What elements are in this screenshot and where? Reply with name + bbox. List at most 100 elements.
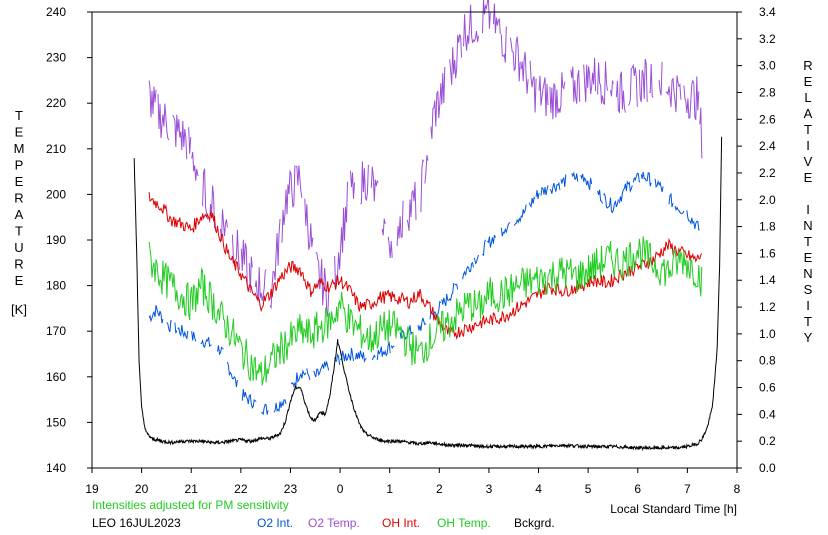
series-segment-o2-int- — [500, 222, 511, 237]
left-axis-title-letter: E — [15, 273, 24, 288]
series-segment-o2-temp- — [420, 158, 425, 213]
legend-entry: OH Int. — [382, 516, 420, 530]
x-tick-label: 22 — [234, 482, 248, 496]
left-tick-label: 150 — [46, 415, 66, 429]
series-segment-o2-int- — [482, 239, 486, 257]
series-segment-o2-temp- — [658, 61, 663, 96]
right-axis-title-letter: V — [804, 154, 813, 169]
series-segment-o2-int- — [528, 196, 536, 208]
series-segment-o2-int- — [486, 234, 496, 248]
series-segment-o2-int- — [371, 354, 376, 361]
x-tick-label: 8 — [734, 482, 741, 496]
x-tick-label: 2 — [436, 482, 443, 496]
right-axis-title-letter: N — [803, 218, 812, 233]
left-tick-label: 240 — [46, 5, 66, 19]
x-tick-label: 5 — [585, 482, 592, 496]
left-axis-title-letter: M — [14, 141, 25, 156]
left-axis-title-letter: A — [15, 207, 24, 222]
left-tick-label: 180 — [46, 279, 66, 293]
left-axis-title-letter: E — [15, 125, 24, 140]
series-segment-o2-temp- — [520, 51, 529, 94]
series-segment-o2-int- — [668, 192, 674, 208]
left-tick-label: 220 — [46, 96, 66, 110]
right-axis-title-letter: T — [804, 234, 812, 249]
series-segment-o2-temp- — [188, 127, 192, 154]
series-line-bckgrd- — [133, 136, 723, 452]
right-tick-label: 1.4 — [759, 273, 776, 287]
series-segment-o2-int- — [273, 399, 287, 413]
series-segment-o2-temp- — [172, 114, 188, 160]
legend-entry: O2 Int. — [257, 516, 293, 530]
series-segment-o2-int- — [226, 361, 238, 388]
right-tick-label: 3.0 — [759, 59, 776, 73]
series-segment-o2-temp- — [231, 229, 240, 270]
left-tick-label: 190 — [46, 233, 66, 247]
right-tick-label: 0.8 — [759, 354, 776, 368]
series-segment-o2-temp- — [381, 218, 386, 236]
left-axis-title-letter: T — [15, 224, 23, 239]
left-axis-title-letter: T — [15, 108, 23, 123]
series-segment-o2-int- — [640, 171, 652, 187]
series-segment-o2-temp- — [304, 198, 314, 250]
right-axis-title-letter: T — [804, 314, 812, 329]
legend-entry: OH Temp. — [437, 516, 491, 530]
series-segment-o2-int- — [290, 369, 307, 388]
series-segment-o2-temp- — [699, 107, 703, 159]
left-axis-title-letter: R — [14, 257, 23, 272]
series-segment-o2-int- — [513, 204, 527, 226]
x-tick-label: 20 — [135, 482, 149, 496]
series-segment-o2-temp- — [683, 76, 700, 121]
right-tick-label: 2.6 — [759, 112, 776, 126]
right-tick-label: 3.2 — [759, 32, 776, 46]
x-tick-label: 3 — [486, 482, 493, 496]
series-segment-o2-int- — [674, 205, 685, 215]
series-segment-o2-temp- — [509, 36, 521, 82]
x-tick-label: 1 — [386, 482, 393, 496]
series-segment-o2-int- — [560, 174, 567, 187]
series-segment-o2-int- — [340, 348, 354, 362]
x-tick-label: 23 — [284, 482, 298, 496]
series-segment-o2-temp- — [202, 168, 209, 220]
series-segment-o2-temp- — [334, 181, 348, 289]
left-axis-title-letter: P — [15, 158, 24, 173]
series-segment-o2-int- — [462, 261, 474, 280]
series-segment-o2-temp- — [240, 239, 248, 286]
series-segment-o2-temp- — [549, 72, 566, 120]
station-date-label: LEO 16JUL2023 — [92, 516, 181, 530]
series-segment-o2-int- — [390, 345, 395, 350]
series-segment-o2-temp- — [583, 57, 597, 103]
series-segment-o2-temp- — [350, 170, 355, 199]
series-segment-o2-temp- — [370, 166, 379, 202]
series-segment-o2-temp- — [396, 200, 404, 247]
series-segment-o2-temp- — [538, 75, 549, 117]
left-tick-label: 160 — [46, 370, 66, 384]
series-segment-o2-temp- — [482, 0, 491, 34]
series-segment-o2-temp- — [360, 161, 369, 205]
series-segment-o2-int- — [174, 322, 178, 334]
series-segment-o2-int- — [417, 317, 427, 331]
left-axis-title-letter: U — [14, 240, 23, 255]
right-tick-label: 0.2 — [759, 434, 776, 448]
left-tick-label: 210 — [46, 142, 66, 156]
series-line-oh-int- — [148, 192, 703, 340]
right-tick-label: 1.8 — [759, 220, 776, 234]
left-tick-label: 230 — [46, 51, 66, 65]
x-tick-label: 4 — [535, 482, 542, 496]
right-axis-title-letter: I — [806, 202, 810, 217]
right-axis-title-letter: N — [803, 266, 812, 281]
series-segment-o2-int- — [618, 180, 633, 204]
x-tick-label: 19 — [85, 482, 99, 496]
series-segment-o2-temp- — [665, 75, 682, 113]
right-tick-label: 0.0 — [759, 461, 776, 475]
series-segment-o2-int- — [654, 178, 664, 193]
left-axis-title-letter: R — [14, 191, 23, 206]
series-segment-o2-int- — [376, 341, 391, 360]
left-tick-label: 200 — [46, 187, 66, 201]
right-tick-label: 1.2 — [759, 300, 776, 314]
series-segment-o2-int- — [540, 185, 549, 196]
right-axis-title-letter: E — [804, 170, 813, 185]
series-segment-o2-temp- — [449, 34, 463, 85]
series-segment-o2-int- — [217, 345, 224, 356]
